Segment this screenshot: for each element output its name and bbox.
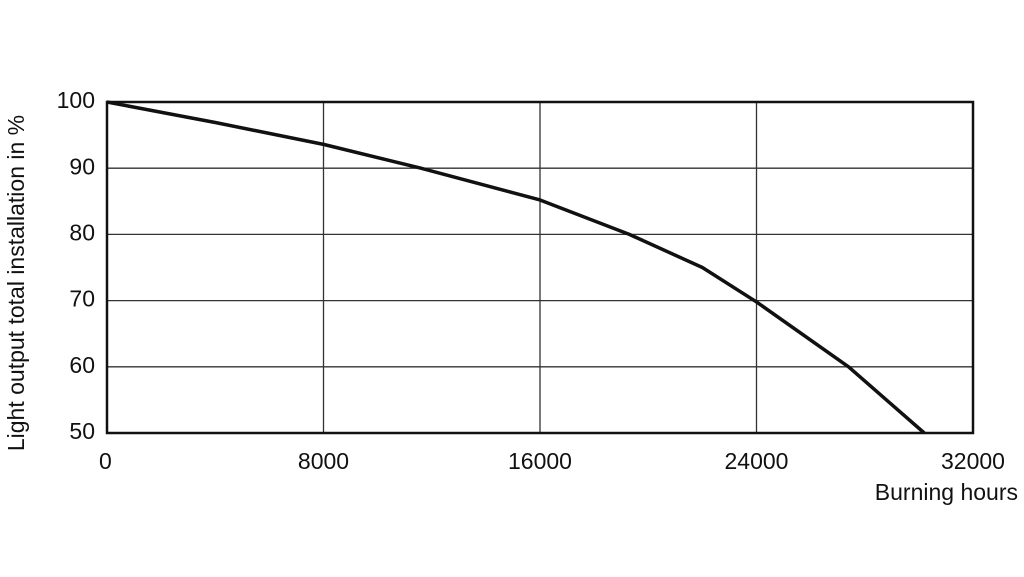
plot-frame [105, 100, 975, 435]
y-tick-label: 100 [57, 87, 95, 113]
x-tick-label: 8000 [298, 448, 349, 474]
x-tick-label: 32000 [941, 448, 1005, 474]
y-tick-label: 50 [69, 418, 95, 444]
y-tick-label: 90 [69, 153, 95, 179]
line [106, 100, 926, 435]
x-tick-label: 24000 [725, 448, 789, 474]
x-tick-label: 0 [99, 448, 112, 474]
y-axis-label: Light output total installation in % [3, 115, 29, 451]
x-axis-label: Burning hours [875, 479, 1018, 505]
y-tick-label: 60 [69, 352, 95, 378]
x-tick-label: 16000 [508, 448, 572, 474]
y-tick-label: 80 [69, 219, 95, 245]
y-tick-label: 70 [69, 286, 95, 312]
